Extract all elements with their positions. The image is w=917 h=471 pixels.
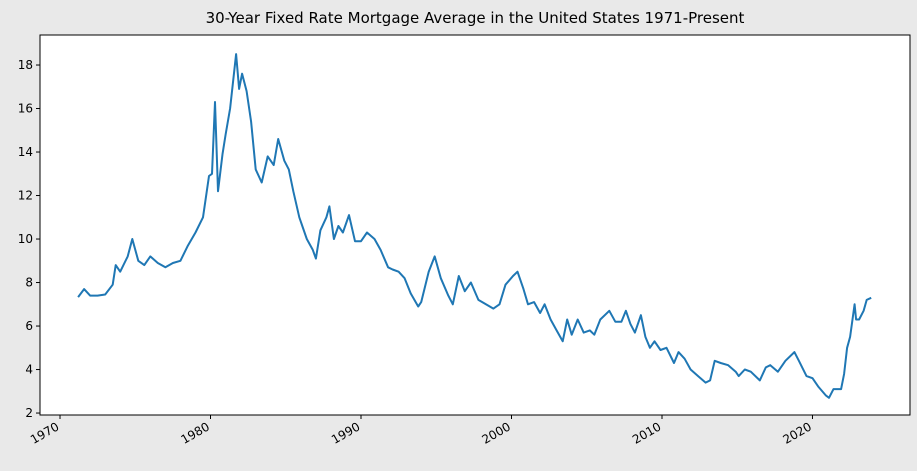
y-tick-label: 16 xyxy=(18,102,33,116)
plot-area xyxy=(39,34,911,416)
y-tick-label: 14 xyxy=(18,145,33,159)
x-tick-label: 1970 xyxy=(28,419,61,446)
y-tick-label: 2 xyxy=(25,406,33,420)
x-tick-label: 1980 xyxy=(179,419,212,446)
x-tick-label: 2010 xyxy=(630,419,663,446)
y-tick-label: 12 xyxy=(18,189,33,203)
y-tick-label: 4 xyxy=(25,363,33,377)
x-tick-label: 2020 xyxy=(781,419,814,446)
y-tick-label: 10 xyxy=(18,232,33,246)
x-tick-label: 2000 xyxy=(480,419,513,446)
y-tick-label: 8 xyxy=(25,276,33,290)
x-tick-label: 1990 xyxy=(329,419,362,446)
line xyxy=(77,53,872,399)
y-tick-label: 18 xyxy=(18,58,33,72)
chart-title: 30-Year Fixed Rate Mortgage Average in t… xyxy=(206,9,745,27)
y-tick-label: 6 xyxy=(25,319,33,333)
